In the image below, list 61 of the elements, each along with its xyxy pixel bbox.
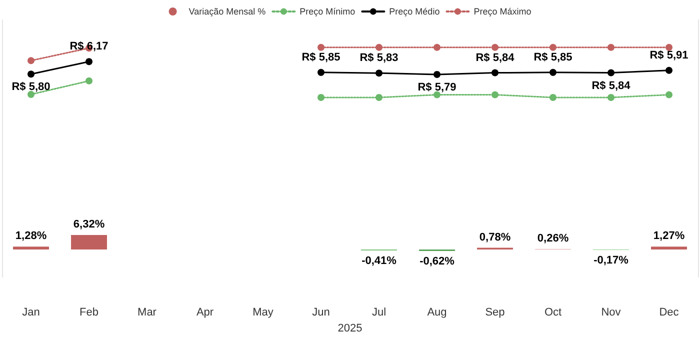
point	[666, 91, 672, 98]
point	[318, 68, 324, 76]
data-label: R$ 5,84	[592, 80, 632, 92]
point	[608, 44, 614, 51]
point	[86, 58, 92, 66]
data-label: R$ 6,17	[70, 40, 108, 53]
point	[492, 44, 498, 51]
point	[550, 94, 556, 101]
point	[86, 77, 92, 84]
data-label: -0,17%	[594, 254, 629, 266]
data-label: R$ 5,79	[418, 81, 456, 94]
x-tick-label: Aug	[427, 306, 447, 319]
data-label: R$ 5,84	[476, 52, 516, 64]
point	[492, 69, 498, 76]
point	[376, 70, 382, 77]
data-label: 1,27%	[653, 230, 685, 242]
x-tick-label: Jan	[22, 306, 40, 319]
point	[28, 57, 34, 64]
bar	[71, 235, 107, 250]
bar	[13, 246, 49, 250]
legend-label: Preço Mínimo	[300, 6, 356, 16]
data-label: R$ 5,80	[12, 81, 50, 94]
point	[608, 94, 614, 101]
point	[434, 70, 440, 78]
x-tick-label: Oct	[544, 306, 562, 319]
x-tick-label: Sep	[485, 306, 505, 319]
x-tick-label: Jun	[312, 306, 330, 319]
data-label: 1,28%	[15, 230, 47, 242]
legend-label: Variação Mensal %	[188, 6, 266, 16]
data-label: -0,62%	[420, 255, 455, 268]
point	[434, 44, 440, 51]
x-tick-label: Apr	[196, 306, 214, 319]
point	[376, 94, 382, 101]
data-label: R$ 5,91	[650, 49, 688, 62]
point	[28, 70, 34, 78]
point	[608, 69, 614, 76]
data-label: -0,41%	[362, 254, 397, 267]
data-label: R$ 5,85	[302, 51, 340, 64]
x-tick-label: Jul	[372, 306, 386, 319]
data-label: R$ 5,83	[360, 52, 398, 64]
x-tick-label: Nov	[601, 306, 622, 319]
x-tick-label: May	[252, 306, 274, 319]
point	[492, 91, 498, 98]
point	[550, 68, 556, 76]
point	[318, 94, 324, 101]
data-label: R$ 5,85	[534, 51, 572, 64]
x-tick-label: Mar	[138, 306, 157, 319]
point	[666, 66, 672, 74]
x-tick-label: Dec	[659, 306, 680, 319]
data-label: 6,32%	[73, 218, 105, 231]
x-axis-title: 2025	[338, 322, 362, 334]
bar	[651, 246, 687, 250]
data-label: 0,26%	[537, 232, 569, 244]
x-tick-label: Feb	[80, 306, 98, 319]
point	[550, 44, 556, 51]
data-label: 0,78%	[479, 231, 511, 244]
legend-label: Preço Médio	[389, 6, 440, 16]
point	[318, 44, 324, 51]
point	[376, 44, 382, 51]
point	[666, 44, 672, 51]
legend-label: Preço Máximo	[474, 6, 532, 16]
